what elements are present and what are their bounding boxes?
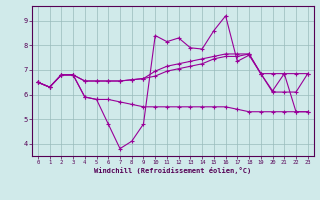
X-axis label: Windchill (Refroidissement éolien,°C): Windchill (Refroidissement éolien,°C) bbox=[94, 167, 252, 174]
